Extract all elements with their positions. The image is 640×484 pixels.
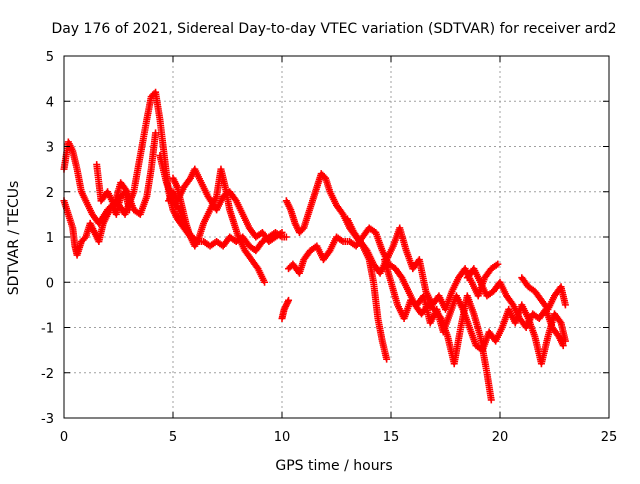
data-point [559,342,567,350]
x-tick-label: 0 [60,430,68,445]
data-point [383,355,391,363]
y-tick-label: 2 [46,186,54,201]
series-arc7 [278,296,293,322]
y-tick-label: 1 [46,231,54,246]
data-point [261,278,269,286]
data-point [152,129,160,137]
data-point [282,233,290,241]
x-axis-label: GPS time / hours [275,458,392,474]
y-tick-label: 3 [46,141,54,156]
series-arc11 [380,256,569,368]
series-arc13 [518,274,569,313]
y-tick-label: -1 [41,322,54,337]
data-point [494,260,502,268]
x-tick-label: 15 [383,430,400,445]
y-tick-label: 4 [46,95,54,110]
axis-ticks: 0 5 10 15 20 25 -3 -2 -1 0 1 2 3 4 5 [41,50,617,445]
x-tick-label: 10 [274,430,291,445]
y-tick-label: 5 [46,50,54,65]
x-tick-label: 5 [169,430,177,445]
x-tick-label: 25 [601,430,618,445]
data-point [285,296,293,304]
series-arc3 [93,129,160,218]
series-arc6 [165,165,286,246]
data-point [122,186,130,194]
data-point [487,396,495,404]
y-tick-label: 0 [46,276,54,291]
data-point [278,228,286,236]
data-point [561,301,569,309]
series-arc12 [463,265,567,350]
chart-title: Day 176 of 2021, Sidereal Day-to-day VTE… [51,21,616,37]
data-markers [60,88,569,404]
y-axis-label: SDTVAR / TECUs [6,181,22,296]
data-point [556,317,564,325]
y-tick-label: -2 [41,367,54,382]
y-tick-label: -3 [41,412,54,427]
x-tick-label: 20 [492,430,509,445]
